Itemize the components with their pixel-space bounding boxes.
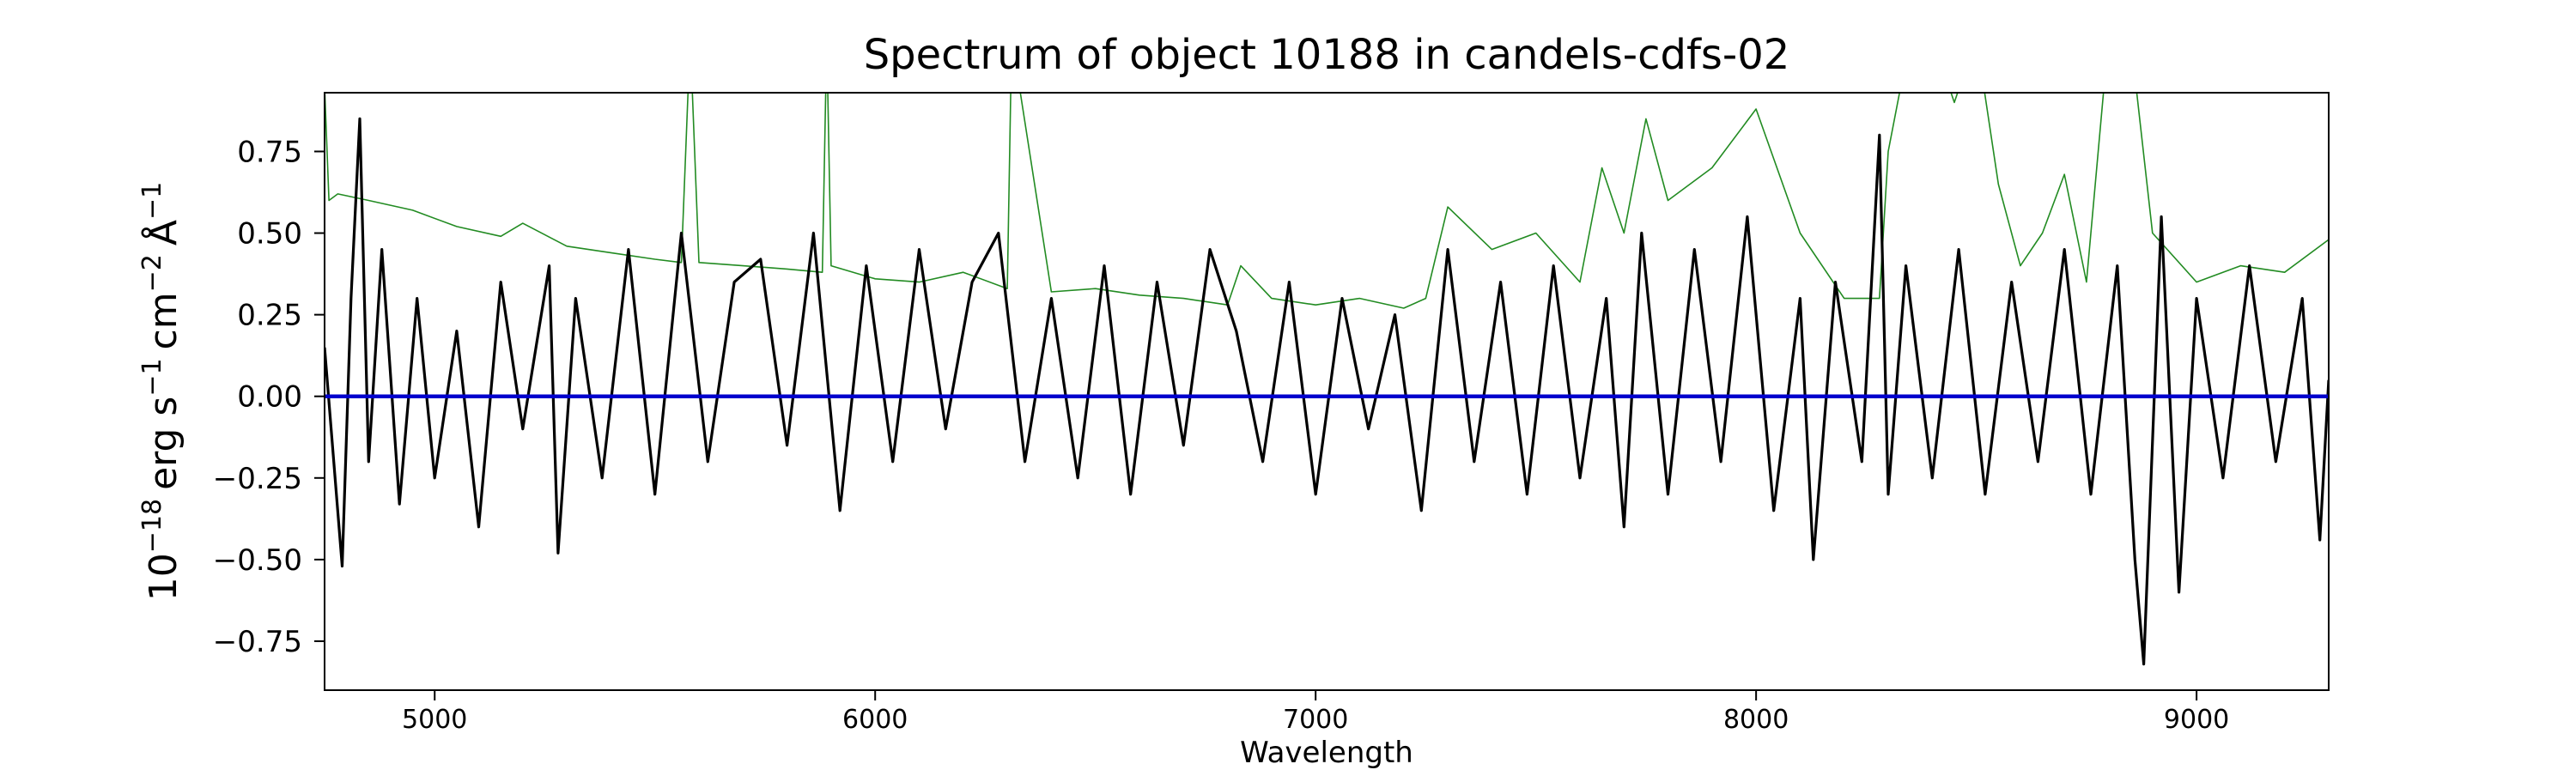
y-axis-label-exp1: −1: [137, 358, 167, 396]
y-axis-label-unit2: cm: [142, 292, 185, 349]
x-axis-label: Wavelength: [1240, 736, 1413, 770]
y-tick-label: −0.50: [213, 543, 302, 578]
x-tick-label: 7000: [1283, 705, 1348, 735]
y-tick-label: −0.75: [213, 625, 302, 659]
x-tick-label: 8000: [1723, 705, 1789, 735]
y-tick-label: 0.50: [237, 217, 302, 252]
flux-series-line: [325, 117, 2329, 666]
y-axis-label-exp: −18: [137, 499, 167, 553]
y-tick-label: −0.25: [213, 462, 302, 496]
x-axis: 5000 6000 7000 8000 9000: [402, 690, 2229, 735]
y-axis: 0.75 0.50 0.25 0.00 −0.25 −0.50 −0.75: [213, 135, 325, 659]
y-axis-label-exp3: −1: [137, 182, 167, 220]
chart-title: Spectrum of object 10188 in candels-cdfs…: [864, 31, 1790, 79]
y-tick-label: 0.25: [237, 299, 302, 333]
error-series-line: [325, 93, 2329, 309]
x-tick-label: 5000: [402, 705, 467, 735]
x-tick-label: 9000: [2164, 705, 2229, 735]
plot-frame: [324, 92, 2330, 691]
y-tick-label: 0.75: [237, 135, 302, 169]
x-tick-label: 6000: [842, 705, 908, 735]
y-axis-label-unit3: Å: [140, 220, 185, 246]
y-axis-label-exp2: −2: [137, 254, 167, 292]
y-axis-label: 10−18erg s−1cm−2Å−1: [137, 182, 185, 601]
y-axis-label-unit: erg s: [142, 397, 185, 490]
y-axis-label-base: 10: [142, 553, 185, 601]
series-layer: [325, 93, 2329, 666]
y-tick-label: 0.00: [237, 380, 302, 415]
